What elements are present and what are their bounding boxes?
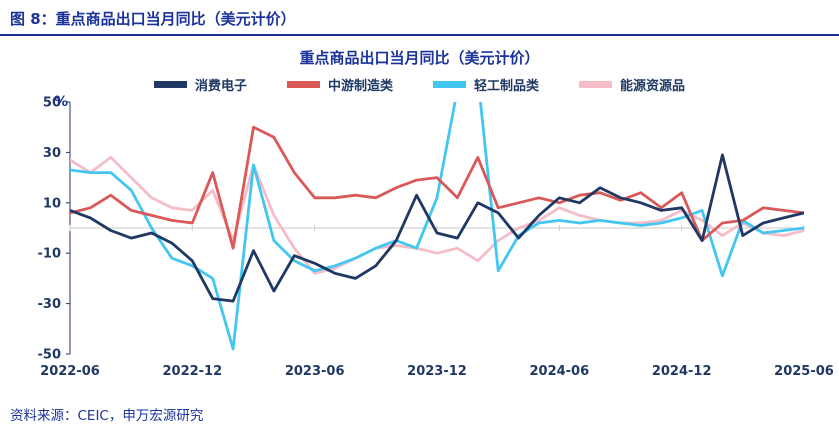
x-tick-label: 2022-06 bbox=[40, 364, 100, 379]
y-tick-label: -10 bbox=[38, 247, 62, 262]
legend-swatch bbox=[286, 80, 320, 88]
legend-swatch bbox=[579, 80, 613, 88]
y-tick-label: 50 bbox=[43, 96, 61, 111]
figure-caption: 图 8：重点商品出口当月同比（美元计价） bbox=[10, 10, 296, 28]
x-tick-label: 2022-12 bbox=[162, 364, 222, 379]
y-tick-label: -50 bbox=[38, 348, 62, 363]
series-line-消费电子 bbox=[70, 153, 804, 303]
legend-item: 轻工制品类 bbox=[433, 75, 539, 94]
chart-title: 重点商品出口当月同比（美元计价） bbox=[299, 49, 540, 67]
x-tick-label: 2023-06 bbox=[285, 364, 345, 379]
legend-swatch bbox=[153, 80, 187, 88]
series-line-轻工制品类 bbox=[70, 102, 804, 351]
series-line-中游制造类 bbox=[70, 125, 804, 250]
legend-swatch bbox=[433, 80, 466, 88]
y-tick-label: -30 bbox=[38, 297, 62, 312]
series-group bbox=[70, 102, 804, 351]
caption-divider bbox=[0, 34, 839, 36]
legend-label: 中游制造类 bbox=[327, 78, 393, 94]
y-tick-label: 10 bbox=[43, 196, 61, 211]
legend-label: 轻工制品类 bbox=[474, 78, 540, 94]
legend-label: 消费电子 bbox=[194, 78, 247, 94]
source-note: 资料来源：CEIC，申万宏源研究 bbox=[10, 408, 204, 424]
chart-legend: 消费电子 中游制造类 轻工制品类 能源资源品 bbox=[0, 72, 839, 96]
x-tick-label: 2025-06 bbox=[774, 364, 834, 379]
legend-item: 能源资源品 bbox=[579, 75, 685, 94]
series-line-能源资源品 bbox=[70, 156, 804, 275]
y-tick-label: 30 bbox=[43, 146, 61, 161]
x-tick-label: 2024-06 bbox=[529, 364, 589, 379]
report-figure-page: 图 8：重点商品出口当月同比（美元计价） 重点商品出口当月同比（美元计价） 消费… bbox=[0, 10, 839, 424]
chart-container: 重点商品出口当月同比（美元计价） 消费电子 中游制造类 轻工制品类 能源资源品 % 5… bbox=[0, 48, 839, 388]
x-tick-label: 2023-12 bbox=[407, 364, 467, 379]
x-tick-label: 2024-12 bbox=[652, 364, 712, 379]
legend-item: 消费电子 bbox=[153, 75, 247, 94]
legend-label: 能源资源品 bbox=[620, 78, 686, 94]
legend-item: 中游制造类 bbox=[286, 75, 393, 94]
y-axis-unit-label: % bbox=[54, 94, 69, 110]
